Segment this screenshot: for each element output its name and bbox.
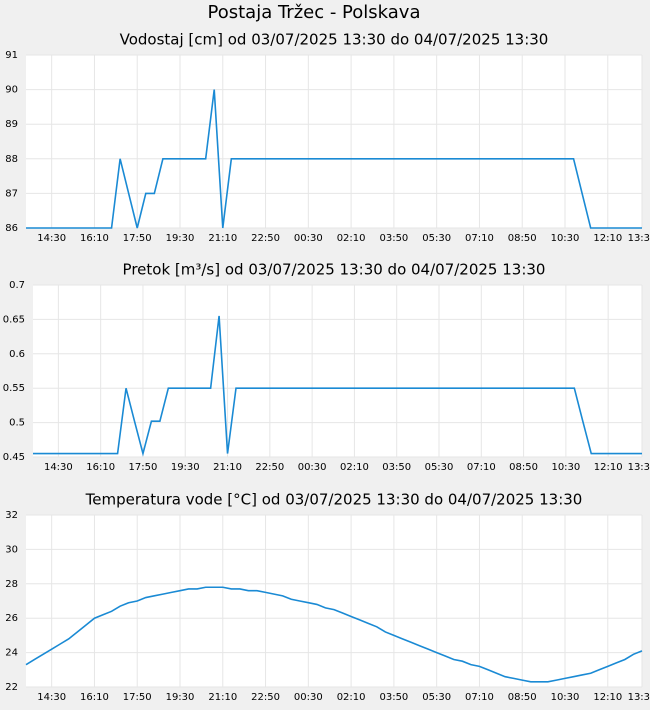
x-tick-label: 08:50 — [508, 692, 537, 703]
y-tick-label: 22 — [5, 682, 18, 693]
x-tick-label: 00:30 — [298, 462, 327, 473]
x-tick-label: 16:10 — [86, 462, 115, 473]
y-tick-label: 91 — [5, 50, 18, 61]
x-tick-label: 21:10 — [208, 233, 237, 244]
page-title: Postaja Tržec - Polskava — [208, 2, 421, 23]
y-tick-label: 89 — [5, 119, 18, 130]
x-tick-label: 05:30 — [422, 692, 451, 703]
x-tick-label: 14:30 — [37, 233, 66, 244]
y-tick-label: 87 — [5, 188, 18, 199]
y-tick-label: 24 — [5, 648, 18, 659]
y-tick-label: 0.5 — [9, 418, 25, 429]
x-tick-label: 21:10 — [213, 462, 242, 473]
x-tick-label: 12:10 — [594, 462, 623, 473]
x-tick-label: 12:10 — [593, 233, 622, 244]
x-tick-label: 02:10 — [340, 462, 369, 473]
x-tick-label: 17:50 — [123, 233, 152, 244]
x-tick-label: 13:30 — [628, 462, 650, 473]
y-tick-label: 0.45 — [3, 452, 25, 463]
y-tick-label: 0.65 — [3, 314, 25, 325]
x-tick-label: 17:50 — [123, 692, 152, 703]
y-tick-label: 0.6 — [9, 349, 25, 360]
y-tick-label: 30 — [5, 544, 18, 555]
x-tick-label: 13:30 — [628, 692, 650, 703]
x-tick-label: 14:30 — [44, 462, 73, 473]
panel-title: Vodostaj [cm] od 03/07/2025 13:30 do 04/… — [120, 31, 549, 49]
x-tick-label: 05:30 — [422, 233, 451, 244]
x-tick-label: 08:50 — [509, 462, 538, 473]
x-tick-label: 19:30 — [166, 233, 195, 244]
x-tick-label: 10:30 — [551, 692, 580, 703]
x-tick-label: 03:50 — [379, 233, 408, 244]
x-tick-label: 08:50 — [508, 233, 537, 244]
data-line — [33, 315, 642, 457]
x-tick-label: 22:50 — [251, 692, 280, 703]
y-tick-label: 26 — [5, 613, 18, 624]
x-tick-label: 03:50 — [379, 692, 408, 703]
x-tick-label: 07:10 — [467, 462, 496, 473]
y-tick-label: 90 — [5, 85, 18, 96]
x-tick-label: 00:30 — [294, 233, 323, 244]
plot-area — [33, 285, 642, 457]
plot-area — [26, 515, 642, 687]
panel-title: Temperatura vode [°C] od 03/07/2025 13:3… — [85, 491, 583, 509]
x-tick-label: 19:30 — [171, 462, 200, 473]
x-tick-label: 19:30 — [166, 692, 195, 703]
y-tick-label: 86 — [5, 223, 18, 234]
x-tick-label: 02:10 — [337, 233, 366, 244]
x-tick-label: 16:10 — [80, 692, 109, 703]
data-line — [26, 89, 642, 229]
x-tick-label: 05:30 — [425, 462, 454, 473]
plot-area — [26, 55, 642, 228]
y-tick-label: 28 — [5, 579, 18, 590]
x-tick-label: 22:50 — [255, 462, 284, 473]
x-tick-label: 14:30 — [37, 692, 66, 703]
data-line — [25, 586, 643, 683]
x-tick-label: 00:30 — [294, 692, 323, 703]
x-tick-label: 13:30 — [628, 233, 650, 244]
x-tick-label: 21:10 — [208, 692, 237, 703]
y-tick-label: 0.55 — [3, 383, 25, 394]
x-tick-label: 10:30 — [551, 462, 580, 473]
x-tick-label: 07:10 — [465, 233, 494, 244]
x-tick-label: 02:10 — [337, 692, 366, 703]
panel-title: Pretok [m³/s] od 03/07/2025 13:30 do 04/… — [123, 261, 546, 279]
y-tick-label: 0.7 — [9, 280, 25, 291]
x-tick-label: 03:50 — [382, 462, 411, 473]
x-tick-label: 10:30 — [551, 233, 580, 244]
y-tick-label: 32 — [5, 510, 18, 521]
x-tick-label: 22:50 — [251, 233, 280, 244]
x-tick-label: 16:10 — [80, 233, 109, 244]
x-tick-label: 17:50 — [129, 462, 158, 473]
x-tick-label: 07:10 — [465, 692, 494, 703]
x-tick-label: 12:10 — [593, 692, 622, 703]
y-tick-label: 88 — [5, 154, 18, 165]
